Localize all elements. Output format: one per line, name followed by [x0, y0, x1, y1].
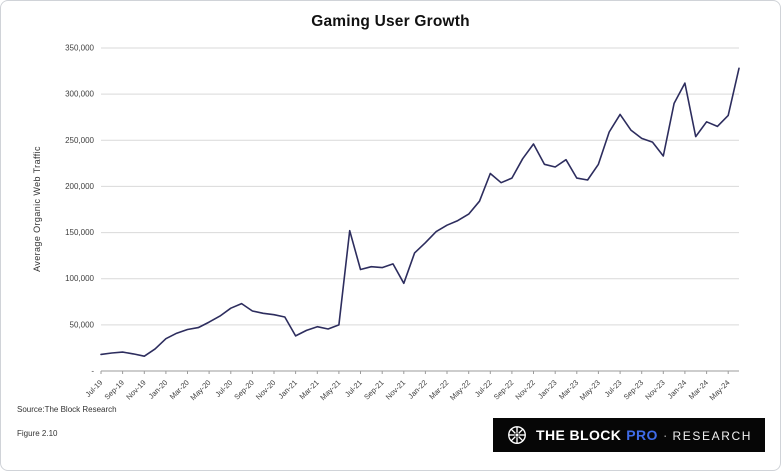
x-tick-label: Jul-23 — [603, 378, 624, 399]
logo-the-block: THE BLOCK — [536, 427, 622, 443]
x-tick-label: May-24 — [708, 378, 732, 402]
y-tick-label: 200,000 — [65, 182, 94, 191]
x-tick-label: Nov-21 — [384, 378, 407, 401]
x-tick-label: Nov-19 — [124, 378, 147, 401]
x-tick-label: Mar-23 — [557, 378, 580, 401]
x-tick-label: Jul-20 — [213, 378, 234, 399]
x-tick-label: Mar-21 — [298, 378, 321, 401]
source-note: Source:The Block Research — [17, 405, 117, 414]
y-tick-label: 350,000 — [65, 44, 94, 53]
y-tick-label: 100,000 — [65, 274, 94, 283]
x-tick-label: Nov-22 — [513, 378, 536, 401]
x-tick-label: May-23 — [578, 378, 602, 402]
x-tick-label: Jul-19 — [84, 378, 105, 399]
y-tick-label: 250,000 — [65, 136, 94, 145]
x-tick-label: Jan-23 — [536, 378, 559, 401]
traffic-line — [100, 67, 740, 358]
x-tick-label: Jan-20 — [147, 378, 170, 401]
chart-title: Gaming User Growth — [311, 13, 470, 30]
line-chart: - 50,000 100,000 150,000 200,000 250,000 300,0… — [65, 44, 740, 402]
x-tick-label: Sep-22 — [492, 378, 515, 401]
logo-research: RESEARCH — [672, 429, 752, 443]
x-tick-label: May-20 — [188, 378, 212, 402]
x-tick-label: Jul-21 — [343, 378, 364, 399]
x-tick-label: Sep-21 — [362, 378, 385, 401]
y-tick-label: - — [91, 367, 94, 376]
x-tick-label: Sep-20 — [232, 378, 255, 401]
x-tick-label: Mar-24 — [687, 378, 710, 401]
figure-label: Figure 2.10 — [17, 429, 58, 438]
x-tick-label: Jan-22 — [406, 378, 429, 401]
x-tick-label: Sep-19 — [103, 378, 126, 401]
x-tick-label: Jan-24 — [666, 378, 689, 401]
y-tick-label: 300,000 — [65, 90, 94, 99]
x-tick-label: May-22 — [448, 378, 472, 402]
logo-pro: PRO — [626, 427, 658, 443]
y-tick-label: 50,000 — [70, 320, 95, 329]
x-tick-label: Jan-21 — [276, 378, 299, 401]
x-tick-label: Nov-23 — [643, 378, 666, 401]
x-tick-label: Jul-22 — [473, 378, 494, 399]
x-tick-label: May-21 — [318, 378, 342, 402]
x-tick-label: Sep-23 — [622, 378, 645, 401]
x-tick-label: Mar-22 — [427, 378, 450, 401]
the-block-pro-logo: THE BLOCK PRO · RESEARCH — [493, 418, 765, 452]
x-tick-label: Mar-20 — [168, 378, 191, 401]
x-tick-label: Nov-20 — [254, 378, 277, 401]
logo-separator: · — [662, 427, 668, 443]
logo-brand-text: THE BLOCK PRO · RESEARCH — [536, 427, 752, 443]
y-tick-label: 150,000 — [65, 228, 94, 237]
the-block-logo-icon — [508, 426, 526, 444]
